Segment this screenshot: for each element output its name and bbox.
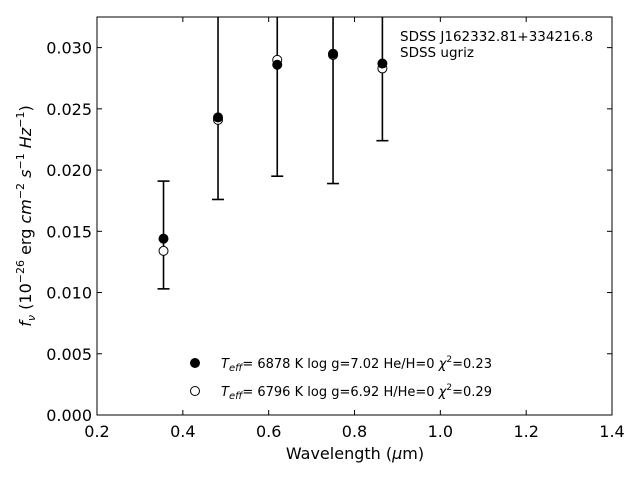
x-tick-label: 1.2 [513,422,538,441]
y-tick-label: 0.005 [46,345,92,364]
data-point-filled [328,48,339,59]
x-tick-label: 0.6 [256,422,281,441]
data-point-filled [377,58,388,69]
legend-1-teff: 6878 K [257,357,303,372]
x-tick-label: 1.0 [428,422,453,441]
legend-marker-open [190,386,200,396]
data-point-open [158,245,169,256]
x-tick-label: 1.4 [599,422,624,441]
legend-marker-filled [190,358,200,368]
legend-1-comp: He/H=0 [383,357,434,372]
annotation-line-2: SDSS ugriz [400,45,474,61]
y-tick-label: 0.000 [46,406,92,425]
data-point-filled [272,59,283,70]
legend-entry-2: Teff= 6796 K log g=6.92 H/He=0 χ2=0.29 [221,383,492,402]
y-tick-label: 0.030 [46,39,92,58]
annotation-line-1: SDSS J162332.81+334216.8 [400,29,593,45]
y-tick-label: 0.015 [46,222,92,241]
legend-2-chi2: 0.29 [463,385,492,400]
y-axis-label: fν (10−26 erg cm−2 s−1 Hz−1) [14,105,38,326]
legend-1-logg: log g=7.02 [307,357,379,372]
plot-frame [96,16,613,416]
legend-2-logg: log g=6.92 [307,385,379,400]
legend-1-chi2: 0.23 [463,357,492,372]
x-axis-label: Wavelength (μm) [286,444,424,463]
data-point-filled [158,233,169,244]
legend-2-comp: H/He=0 [383,385,434,400]
x-tick-label: 0.4 [170,422,195,441]
data-point-filled [213,112,224,123]
legend-2-teff: 6796 K [257,385,303,400]
x-tick-label: 0.8 [342,422,367,441]
legend: Teff= 6878 K log g=7.02 He/H=0 χ2=0.23 T… [190,355,492,402]
legend-entry-1: Teff= 6878 K log g=7.02 He/H=0 χ2=0.23 [221,355,492,374]
y-tick-label: 0.025 [46,100,92,119]
x-tick-label: 0.2 [84,422,109,441]
y-tick-label: 0.020 [46,161,92,180]
y-tick-label: 0.010 [46,284,92,303]
